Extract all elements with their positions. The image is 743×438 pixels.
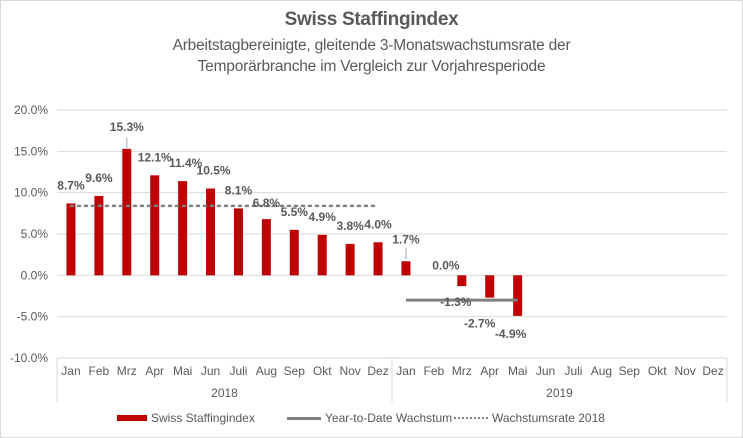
x-tick-label: Aug: [591, 364, 612, 378]
data-label: 9.6%: [85, 171, 113, 185]
data-label: -1.3%: [440, 295, 472, 309]
bar: [513, 275, 523, 316]
x-tick-label: Mrz: [452, 364, 472, 378]
x-tick-label: Nov: [339, 364, 360, 378]
data-label: -4.9%: [495, 327, 527, 341]
x-tick-label: Mrz: [117, 364, 137, 378]
data-label: -2.7%: [464, 317, 496, 331]
bar: [122, 148, 132, 276]
x-tick-label: Apr: [480, 364, 499, 378]
x-tick-label: Okt: [648, 364, 667, 378]
x-tick-label: Nov: [674, 364, 695, 378]
y-tick-label: -5.0%: [17, 310, 49, 324]
x-tick-label: Jun: [201, 364, 220, 378]
data-label: 8.1%: [225, 183, 253, 197]
legend-item-staffingindex: Swiss Staffingindex: [117, 410, 255, 426]
y-tick-label: 5.0%: [21, 227, 49, 241]
x-tick-label: Mai: [173, 364, 192, 378]
legend: Swiss Staffingindex Year-to-Date Wachstu…: [0, 410, 743, 428]
bar: [317, 234, 327, 276]
y-tick-label: 0.0%: [21, 268, 49, 282]
x-tick-label: Feb: [89, 364, 110, 378]
x-tick-label: Juli: [564, 364, 582, 378]
x-tick-label: Jun: [536, 364, 555, 378]
x-tick-label: Okt: [313, 364, 332, 378]
bar: [345, 243, 355, 276]
y-tick-label: 10.0%: [14, 186, 48, 200]
legend-swatch-bar: [117, 415, 147, 421]
data-label: 8.7%: [57, 178, 85, 192]
data-label: 15.3%: [110, 120, 144, 134]
legend-label: Wachstumsrate 2018: [492, 411, 605, 425]
x-tick-label: Aug: [256, 364, 277, 378]
x-group-label: 2019: [546, 386, 573, 400]
x-tick-label: Dez: [702, 364, 723, 378]
bar: [485, 275, 495, 298]
legend-item-ytd: Year-to-Date Wachstum: [287, 410, 452, 426]
bar: [261, 219, 271, 276]
legend-swatch-line: [287, 416, 321, 420]
chart-subtitle-line2: Temporärbranche im Vergleich zur Vorjahr…: [197, 58, 546, 75]
x-tick-label: Apr: [145, 364, 164, 378]
legend-item-rate2018: Wachstumsrate 2018: [454, 410, 605, 426]
data-label: 11.4%: [169, 156, 203, 170]
legend-swatch-dotted: [454, 417, 488, 419]
data-label: 1.7%: [392, 232, 420, 246]
data-label: 4.0%: [364, 217, 392, 231]
bar: [178, 181, 188, 276]
x-tick-label: Mai: [508, 364, 527, 378]
x-tick-label: Feb: [424, 364, 445, 378]
bar: [373, 242, 383, 276]
data-label: 10.5%: [197, 164, 231, 178]
data-label: 3.8%: [336, 219, 364, 233]
data-label: 4.9%: [309, 210, 337, 224]
bar: [457, 275, 467, 287]
x-tick-label: Sep: [619, 364, 641, 378]
chart-subtitle-line1: Arbeitstagbereinigte, gleitende 3-Monats…: [172, 37, 571, 54]
bar: [401, 261, 411, 276]
x-group-label: 2018: [211, 386, 238, 400]
legend-label: Year-to-Date Wachstum: [325, 411, 453, 425]
bar: [150, 175, 160, 276]
y-tick-label: 15.0%: [14, 144, 48, 158]
x-tick-label: Juli: [229, 364, 247, 378]
chart-title: Swiss Staffingindex: [284, 9, 459, 30]
y-tick-label: -10.0%: [10, 351, 48, 365]
x-tick-label: Sep: [284, 364, 306, 378]
data-label: 5.5%: [281, 205, 309, 219]
bar: [206, 188, 216, 276]
bar: [289, 229, 299, 276]
bar: [233, 208, 243, 276]
bar: [66, 203, 76, 276]
data-label: 6.8%: [253, 196, 281, 210]
x-tick-label: Dez: [367, 364, 388, 378]
x-tick-label: Jan: [396, 364, 415, 378]
data-label: 12.1%: [138, 150, 172, 164]
data-label: 0.0%: [432, 258, 460, 272]
bar: [94, 195, 104, 276]
legend-label: Swiss Staffingindex: [151, 411, 255, 425]
y-tick-label: 20.0%: [14, 103, 48, 117]
x-tick-label: Jan: [61, 364, 80, 378]
